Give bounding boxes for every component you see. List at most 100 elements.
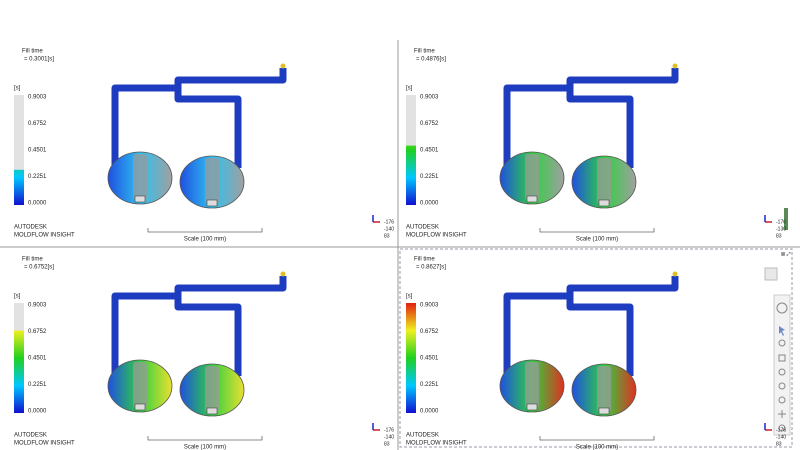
select-tool[interactable]: [779, 326, 785, 336]
triad-label: 83: [384, 441, 390, 447]
legend-unit: [s]: [406, 294, 413, 300]
scale-label: Scale (100 mm): [184, 445, 226, 450]
legend-label: 0.9003: [420, 95, 439, 101]
part-knob: [597, 366, 611, 412]
close-icon[interactable]: ⊠ ⤢: [781, 251, 791, 257]
runner: [111, 276, 287, 376]
part-knob: [597, 158, 611, 204]
result-value: = 0.6752[s]: [24, 265, 54, 271]
viewport: Fill time = 0.4876[s] [s] 0.9003 0.6752 0.450…: [406, 49, 786, 243]
brand: AUTODESK: [406, 433, 439, 439]
legend-label: 0.2251: [28, 382, 47, 388]
legend-bar: [406, 303, 416, 413]
toolbar: [773, 294, 791, 436]
viewport: Fill time = 0.6752[s] [s] 0.9003 0.6752 0.450…: [14, 257, 394, 450]
legend-unfilled: [14, 95, 24, 170]
result-value: = 0.3001[s]: [24, 57, 54, 63]
runner: [503, 276, 679, 376]
part-knob: [525, 154, 539, 200]
triad-label: -140: [776, 434, 786, 440]
legend-unfilled: [406, 95, 416, 146]
look-tool[interactable]: [778, 424, 786, 432]
triad-label: -140: [384, 434, 394, 440]
part-knob: [205, 366, 219, 412]
nav-wheel[interactable]: [776, 302, 788, 314]
part-knob: [205, 158, 219, 204]
scale-label: Scale (100 mm): [576, 445, 618, 450]
orbit-tool[interactable]: [778, 410, 786, 418]
active-viewport-border: [399, 248, 793, 448]
zoom-fit[interactable]: [778, 396, 786, 404]
triad-label: -140: [384, 226, 394, 232]
product-name: MOLDFLOW INSIGHT: [406, 233, 467, 239]
scale-bar: [539, 436, 655, 441]
part-knob: [133, 154, 147, 200]
legend-label: 0.6752: [420, 121, 439, 127]
triad-label: 83: [776, 441, 782, 447]
product-name: MOLDFLOW INSIGHT: [14, 233, 75, 239]
legend-label: 0.2251: [28, 174, 47, 180]
legend-label: 0.6752: [420, 329, 439, 335]
triad-label: -176: [384, 219, 394, 225]
runner: [111, 68, 287, 168]
legend-label: 0.9003: [28, 303, 47, 309]
part-tab: [206, 199, 218, 207]
view-cube[interactable]: [764, 267, 778, 281]
result-value: = 0.8627[s]: [416, 265, 446, 271]
scale-bar: [147, 436, 263, 441]
legend-unit: [s]: [406, 86, 413, 92]
brand: AUTODESK: [406, 225, 439, 231]
part-tab: [206, 407, 218, 415]
sprue: [280, 63, 286, 69]
legend-label: 0.6752: [28, 121, 47, 127]
triad-label: -176: [776, 427, 786, 433]
rotate-tool[interactable]: [778, 354, 786, 362]
brand: AUTODESK: [14, 433, 47, 439]
result-title: Fill time: [22, 49, 43, 55]
result-title: Fill time: [22, 257, 43, 263]
legend-label: 0.0000: [420, 201, 439, 207]
part-tab: [526, 403, 538, 411]
part-tab: [134, 195, 146, 203]
sprue: [280, 271, 286, 277]
part-tab: [598, 407, 610, 415]
runner: [503, 68, 679, 168]
part-tab: [134, 403, 146, 411]
legend-label: 0.4501: [28, 356, 47, 362]
legend-unit: [s]: [14, 86, 21, 92]
part-tab: [598, 199, 610, 207]
triad-label: 83: [384, 233, 390, 239]
result-title: Fill time: [414, 49, 435, 55]
scale-label: Scale (100 mm): [184, 237, 226, 243]
triad-label: -176: [384, 427, 394, 433]
result-value: = 0.4876[s]: [416, 57, 446, 63]
result-title: Fill time: [414, 257, 435, 263]
legend-label: 0.0000: [28, 409, 47, 415]
legend-bar: [14, 303, 24, 413]
viewport: Fill time = 0.3001[s] [s] 0.9003 0.6752 0.450…: [14, 49, 394, 243]
scale-bar: [539, 228, 655, 233]
legend-label: 0.2251: [420, 382, 439, 388]
legend-label: 0.9003: [420, 303, 439, 309]
product-name: MOLDFLOW INSIGHT: [406, 441, 467, 447]
legend-label: 0.6752: [28, 329, 47, 335]
part-knob: [525, 362, 539, 408]
legend-label: 0.4501: [420, 356, 439, 362]
triad-label: 83: [776, 233, 782, 239]
legend-bar: [406, 95, 416, 205]
scale-bar: [147, 228, 263, 233]
triad-label: -130: [776, 226, 786, 232]
sprue: [672, 63, 678, 69]
pan-tool[interactable]: [778, 339, 786, 347]
zoom-tool[interactable]: [778, 368, 786, 376]
legend-label: 0.9003: [28, 95, 47, 101]
part-tab: [526, 195, 538, 203]
brand: AUTODESK: [14, 225, 47, 231]
legend-label: 0.4501: [420, 148, 439, 154]
zoom-window[interactable]: [778, 382, 786, 390]
legend-unfilled: [14, 303, 24, 331]
legend-label: 0.2251: [420, 174, 439, 180]
scrollbar: [784, 208, 788, 230]
legend-label: 0.0000: [420, 409, 439, 415]
